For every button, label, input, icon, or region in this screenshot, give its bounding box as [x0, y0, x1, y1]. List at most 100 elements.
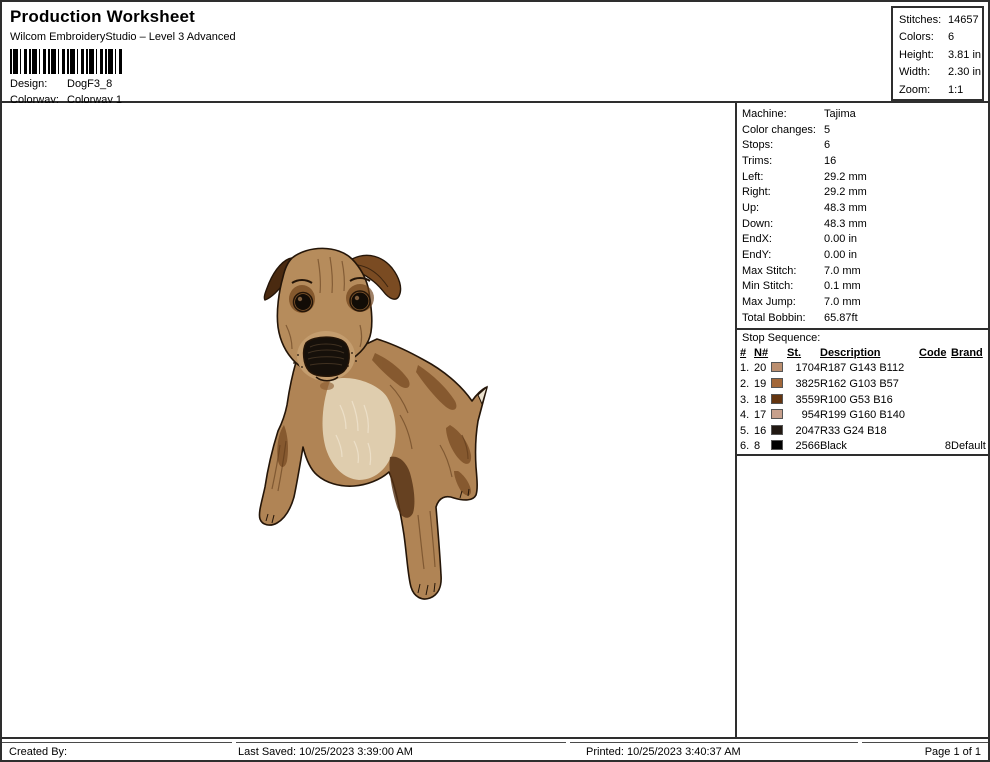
table-row: 5. 16 2047 R33 G24 B18 — [740, 423, 988, 439]
stat-label: Colors: — [899, 31, 934, 44]
thread-swatch — [771, 440, 783, 451]
design-canvas — [2, 103, 735, 737]
stat-value: 2.30 in — [948, 66, 982, 79]
info-row: EndY: 0.00 in — [742, 247, 988, 263]
col-header-n: N# — [754, 347, 769, 360]
info-value: 0.00 in — [824, 233, 858, 246]
cell-swatch — [771, 376, 787, 392]
col-header-num: # — [740, 347, 747, 360]
cell-brand: Default — [951, 440, 986, 453]
stat-row: Zoom: 1:1 — [899, 81, 982, 99]
col-header-brand: Brand — [951, 347, 983, 360]
thread-swatch — [771, 393, 783, 404]
table-row: 3. 18 3559 R100 G53 B16 — [740, 392, 988, 408]
cell-desc: R162 G103 B57 — [820, 378, 899, 391]
cell-st: 1704 — [795, 362, 820, 375]
stat-value: 1:1 — [948, 83, 964, 96]
cell-desc: R100 G53 B16 — [820, 393, 893, 406]
stat-row: Height: 3.81 in — [899, 46, 982, 64]
cell-swatch — [771, 439, 787, 455]
info-label: Max Stitch: — [742, 264, 797, 277]
stat-value: 14657 — [948, 13, 979, 26]
cell-swatch — [771, 407, 787, 423]
cell-code — [919, 376, 951, 392]
info-row: Left: 29.2 mm — [742, 169, 988, 185]
info-label: Min Stitch: — [742, 280, 794, 293]
header: Production Worksheet Wilcom EmbroiderySt… — [2, 2, 988, 106]
table-row: 2. 19 3825 R162 G103 B57 — [740, 376, 988, 392]
barcode-icon — [10, 49, 122, 74]
info-value: 48.3 mm — [824, 201, 867, 214]
table-header-row: # N# St. Description Code Brand — [740, 346, 988, 361]
stop-sequence-table: # N# St. Description Code Brand 1. 20 — [740, 346, 988, 455]
stat-value: 3.81 in — [948, 48, 982, 61]
thread-swatch — [771, 409, 783, 420]
app-subtitle: Wilcom EmbroideryStudio – Level 3 Advanc… — [10, 31, 236, 43]
stop-sequence-section: Stop Sequence: # N# St. Description — [737, 327, 988, 457]
info-value: Tajima — [824, 107, 856, 120]
cell-n: 8 — [754, 440, 761, 453]
cell-num: 5. — [740, 424, 750, 437]
info-value: 0.1 mm — [824, 280, 861, 293]
footer: Created By: Last Saved: 10/25/2023 3:39:… — [2, 737, 988, 760]
col-header-st: St. — [787, 347, 802, 360]
info-value: 0.00 in — [824, 249, 858, 262]
info-label: Machine: — [742, 107, 787, 120]
stat-row: Width: 2.30 in — [899, 64, 982, 82]
cell-desc: Black — [820, 440, 847, 453]
page-number: Page 1 of 1 — [862, 742, 988, 760]
info-value: 7.0 mm — [824, 264, 861, 277]
cell-n: 19 — [754, 378, 767, 391]
cell-n: 18 — [754, 393, 767, 406]
info-label: Max Jump: — [742, 296, 796, 309]
cell-n: 16 — [754, 424, 767, 437]
col-header-code: Code — [919, 347, 947, 360]
cell-num: 4. — [740, 409, 750, 422]
cell-swatch — [771, 361, 787, 377]
cell-swatch — [771, 392, 787, 408]
table-row: 6. 8 2566 Black 8 Default — [740, 439, 988, 455]
stat-row: Stitches: 14657 — [899, 11, 982, 29]
info-row: Total Bobbin: 65.87ft — [742, 310, 988, 326]
cell-code: 8 — [944, 440, 951, 453]
info-row: Trims: 16 — [742, 153, 988, 169]
info-label: Trims: — [742, 154, 773, 167]
info-row: Color changes: 5 — [742, 122, 988, 138]
table-row: 4. 17 954 R199 G160 B140 — [740, 407, 988, 423]
info-value: 7.0 mm — [824, 296, 861, 309]
cell-brand — [951, 423, 988, 439]
cell-swatch — [771, 423, 787, 439]
stat-value: 6 — [948, 31, 955, 44]
info-label: Right: — [742, 186, 771, 199]
design-value: DogF3_8 — [67, 78, 113, 90]
info-value: 29.2 mm — [824, 170, 867, 183]
cell-num: 2. — [740, 378, 750, 391]
info-label: Stops: — [742, 139, 774, 152]
info-label: Total Bobbin: — [742, 311, 806, 324]
cell-code — [919, 423, 951, 439]
info-label: Color changes: — [742, 123, 816, 136]
stat-label: Zoom: — [899, 83, 931, 96]
thread-swatch — [771, 424, 783, 435]
info-row: Up: 48.3 mm — [742, 200, 988, 216]
design-preview-dog — [258, 247, 488, 600]
info-value: 6 — [824, 139, 831, 152]
info-label: EndX: — [742, 233, 772, 246]
col-header-swatch — [771, 346, 787, 361]
cell-code — [919, 407, 951, 423]
printed-field: Printed: 10/25/2023 3:40:37 AM — [570, 742, 858, 760]
last-saved-field: Last Saved: 10/25/2023 3:39:00 AM — [236, 742, 566, 760]
info-label: EndY: — [742, 249, 772, 262]
design-label: Design: — [10, 78, 48, 90]
info-value: 65.87ft — [824, 311, 858, 324]
info-row: Machine: Tajima — [742, 106, 988, 122]
cell-num: 6. — [740, 440, 750, 453]
info-row: Down: 48.3 mm — [742, 216, 988, 232]
info-label: Down: — [742, 217, 774, 230]
design-stats-box: Stitches: 14657 Colors: 6 Height: 3.81 in W… — [891, 6, 984, 101]
info-row: Min Stitch: 0.1 mm — [742, 279, 988, 295]
info-row: Stops: 6 — [742, 137, 988, 153]
created-by-field: Created By: — [2, 742, 232, 760]
cell-code — [919, 361, 951, 377]
